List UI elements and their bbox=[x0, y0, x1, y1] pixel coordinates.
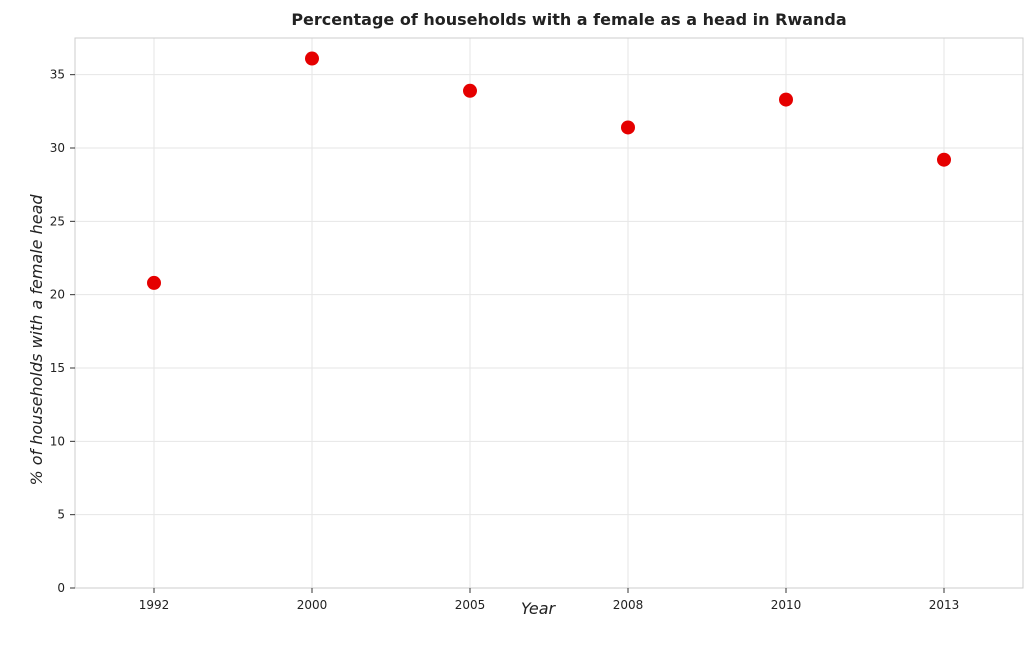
y-tick-label: 15 bbox=[50, 361, 65, 375]
y-tick-label: 25 bbox=[50, 214, 65, 228]
y-tick-label: 20 bbox=[50, 288, 65, 302]
x-tick-labels: 1992 2000 2005 2008 2010 2013 bbox=[139, 598, 960, 612]
x-tick-label: 1992 bbox=[139, 598, 170, 612]
data-point bbox=[305, 51, 319, 66]
y-tick-label: 10 bbox=[50, 434, 65, 448]
y-tick-label: 0 bbox=[57, 581, 65, 595]
y-axis-label: % of households with a female head bbox=[27, 194, 46, 486]
y-tick-label: 35 bbox=[50, 68, 65, 82]
data-point bbox=[621, 120, 635, 135]
data-point bbox=[937, 152, 951, 167]
data-points bbox=[147, 51, 951, 290]
x-axis-label: Year bbox=[521, 599, 557, 618]
y-tick-label: 30 bbox=[50, 141, 65, 155]
x-tick-label: 2000 bbox=[297, 598, 328, 612]
plot-frame bbox=[74, 37, 1024, 589]
x-tick-label: 2013 bbox=[929, 598, 960, 612]
chart-title: Percentage of households with a female a… bbox=[291, 10, 846, 29]
data-point bbox=[147, 275, 161, 290]
x-tick-label: 2005 bbox=[455, 598, 486, 612]
x-tick-label: 2010 bbox=[771, 598, 802, 612]
y-tick-labels: 0 5 10 15 20 25 30 35 bbox=[50, 68, 65, 595]
data-point bbox=[779, 92, 793, 107]
axis-ticks bbox=[70, 74, 945, 593]
x-tick-label: 2008 bbox=[613, 598, 644, 612]
y-tick-label: 5 bbox=[57, 508, 65, 522]
data-point bbox=[463, 83, 477, 98]
grid-lines bbox=[75, 38, 1023, 589]
